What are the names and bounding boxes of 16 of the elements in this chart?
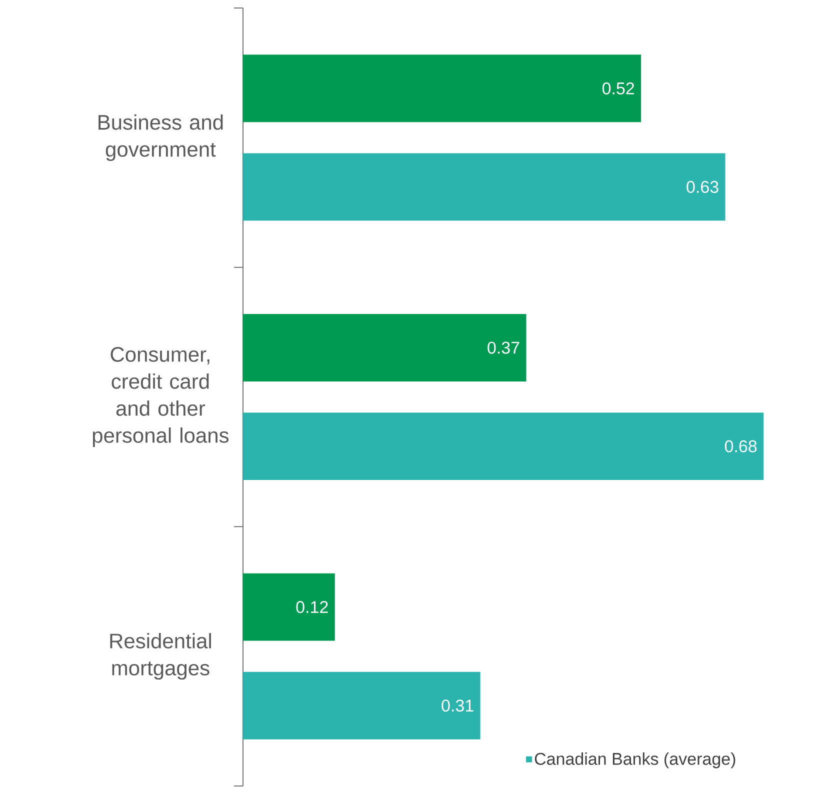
bar: [243, 573, 335, 641]
data-label: 0.68: [724, 440, 757, 452]
y-tick-label: Residential mortgages: [110, 632, 211, 680]
data-label: 0.63: [686, 180, 718, 193]
y-tick-label: Business and government: [98, 114, 223, 161]
legend-label: Canadian Banks (average): [534, 752, 736, 768]
bar: [243, 54, 642, 122]
y-tick-label: Consumer, credit card and other personal loans: [92, 346, 229, 447]
bar: [243, 153, 726, 220]
bar: [243, 314, 526, 382]
data-label: 0.12: [296, 600, 328, 613]
data-label: 0.31: [442, 699, 474, 712]
data-label: 0.37: [488, 342, 520, 354]
bar: [243, 672, 480, 740]
data-label: 0.52: [602, 82, 634, 94]
bar: [243, 412, 764, 480]
